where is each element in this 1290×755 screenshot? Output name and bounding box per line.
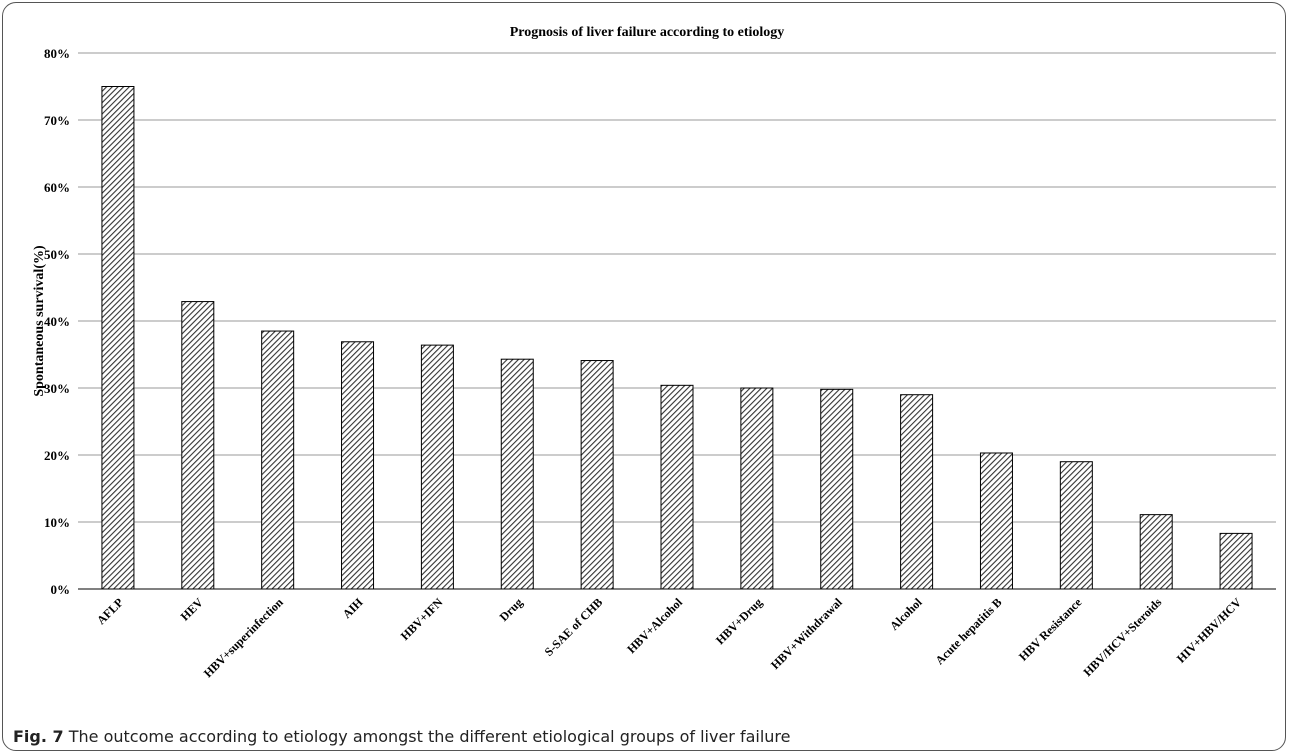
x-tick-label: HBV+Alcohol	[624, 595, 685, 656]
bar	[341, 341, 375, 590]
y-tick-label: 30%	[44, 381, 70, 396]
y-tick-label: 20%	[44, 448, 70, 463]
bar	[740, 387, 774, 590]
x-tick-label: HBV Resistance	[1016, 595, 1085, 664]
y-tick-label: 80%	[44, 46, 70, 61]
bar	[660, 384, 694, 590]
x-tick-label: Acute hepatitis B	[932, 595, 1004, 667]
x-tick-label: HBV+IFN	[398, 595, 446, 643]
x-tick-label: HIV+HBV/HCV	[1174, 595, 1245, 666]
y-axis-label: Spontaneous survival(%)	[32, 245, 47, 397]
x-tick-label: Drug	[497, 595, 526, 624]
bar	[500, 358, 534, 590]
bar	[900, 394, 934, 590]
y-tick-label: 40%	[44, 314, 70, 329]
chart-title: Prognosis of liver failure according to …	[510, 25, 785, 40]
x-tick-label: HBV/HCV+Steroids	[1080, 595, 1164, 679]
bar	[580, 360, 614, 590]
y-tick-label: 60%	[44, 180, 70, 195]
bar	[420, 344, 454, 590]
y-tick-label: 50%	[44, 247, 70, 262]
x-tick-label: AIH	[340, 595, 366, 621]
bar	[979, 452, 1013, 590]
x-tick-label: HBV+superinfection	[201, 595, 286, 680]
bars	[101, 86, 1253, 590]
y-axis: 0% 10% 20% 30% 40% 50% 60% 70% 80%	[44, 46, 70, 597]
y-tick-label: 0%	[51, 582, 71, 597]
bar-chart: Prognosis of liver failure according to …	[32, 25, 1276, 680]
caption-label: Fig. 7	[13, 727, 64, 746]
bar	[1219, 532, 1253, 590]
caption-text: The outcome according to etiology amongs…	[68, 727, 791, 746]
bar	[820, 388, 854, 590]
bar	[261, 330, 295, 590]
bar	[181, 301, 215, 590]
x-tick-label: HBV+Withdrawal	[768, 595, 845, 672]
x-tick-label: Alcohol	[887, 595, 925, 633]
y-tick-label: 10%	[44, 515, 70, 530]
x-tick-label: S-SAE of CHB	[542, 595, 606, 659]
x-tick-label: HBV+Drug	[713, 595, 765, 647]
bar	[101, 86, 135, 590]
x-tick-label: HEV	[178, 595, 207, 624]
figure-caption: Fig. 7 The outcome according to etiology…	[13, 727, 791, 746]
y-tick-label: 70%	[44, 113, 70, 128]
bar	[1059, 461, 1093, 590]
x-tick-label: AFLP	[94, 595, 126, 627]
bar	[1139, 514, 1173, 590]
